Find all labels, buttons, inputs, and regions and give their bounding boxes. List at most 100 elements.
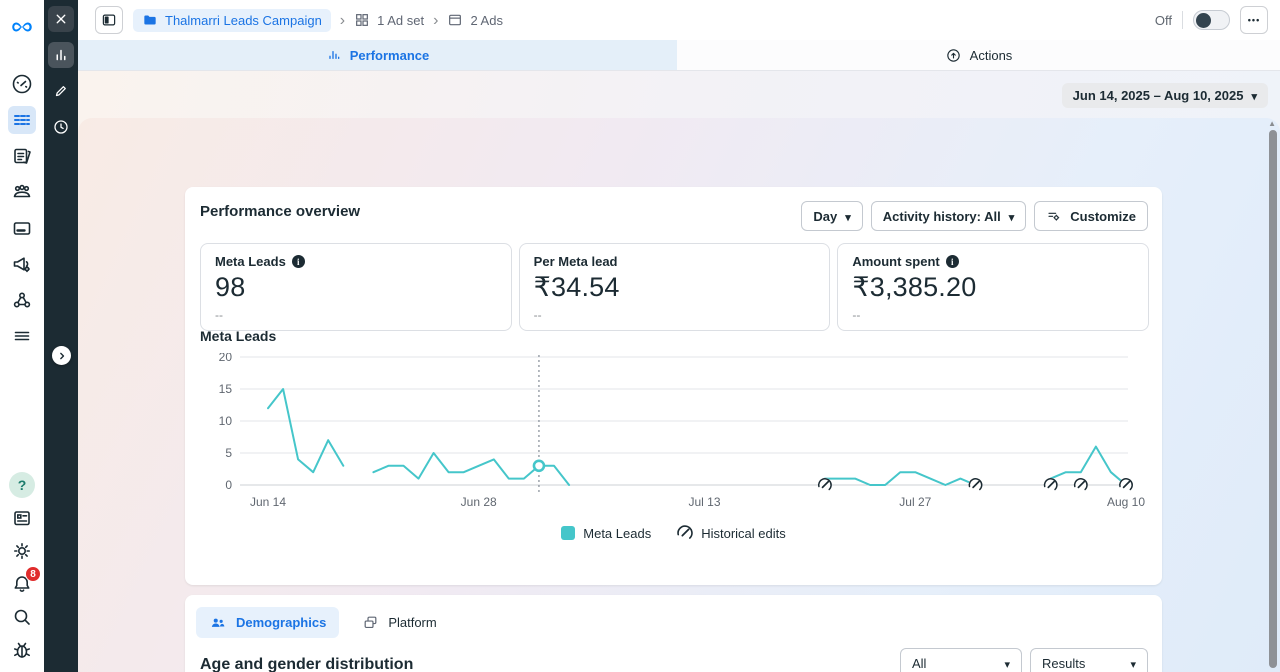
card-title: Performance overview: [200, 203, 360, 220]
settings-gear-icon[interactable]: [8, 537, 36, 565]
action-arrow-icon: [945, 47, 962, 64]
close-icon[interactable]: [48, 6, 74, 32]
info-icon[interactable]: [292, 255, 305, 268]
nav-overview-icon[interactable]: [8, 70, 36, 98]
svg-text:Aug 10: Aug 10: [1107, 495, 1145, 509]
legend-meta-leads: Meta Leads: [561, 526, 651, 541]
nav-more-menu-icon[interactable]: [8, 322, 36, 350]
nav-billing-icon[interactable]: [8, 214, 36, 242]
more-options-icon[interactable]: [1240, 6, 1268, 34]
divider: [1182, 11, 1183, 29]
metric-cards: Meta Leads 98 -- Per Meta lead ₹34.54 --…: [200, 243, 1149, 331]
chevron-right-icon: [433, 12, 438, 29]
chevron-right-icon: [340, 12, 345, 29]
meta-logo-icon[interactable]: [7, 12, 37, 42]
historical-edit-marker: [818, 478, 832, 492]
performance-overview-card: Performance overview Day Activity histor…: [185, 187, 1162, 585]
tool-sidebar: [44, 0, 78, 672]
adset-grid-icon: [354, 12, 370, 28]
folder-icon: [142, 12, 158, 28]
breadcrumb-campaign[interactable]: Thalmarri Leads Campaign: [133, 9, 331, 32]
search-icon[interactable]: [8, 603, 36, 631]
customize-sliders-icon: [1046, 208, 1062, 224]
help-icon[interactable]: ?: [8, 471, 36, 499]
customize-button[interactable]: Customize: [1034, 201, 1148, 231]
breakdown-filter-dropdown[interactable]: All: [900, 648, 1022, 672]
history-clock-icon[interactable]: [48, 114, 74, 140]
meta-leads-line-chart[interactable]: 0 5 10 15 20 Jun 14 Jun 28 Jul 13 Jul 27 Aug 10: [185, 353, 1145, 519]
bar-chart-icon: [326, 47, 342, 63]
breadcrumb-ads[interactable]: 2 Ads: [447, 12, 503, 28]
chevron-down-icon: [1130, 656, 1136, 671]
historical-edit-marker: [1044, 478, 1058, 492]
legend-historical-edits: Historical edits: [677, 525, 786, 541]
scroll-up-arrow-icon[interactable]: [1268, 119, 1276, 128]
date-range-picker[interactable]: Jun 14, 2025 – Aug 10, 2025: [1062, 83, 1268, 108]
campaign-active-toggle[interactable]: [1193, 10, 1230, 30]
chevron-down-icon: [845, 209, 851, 224]
svg-text:20: 20: [219, 353, 233, 364]
chevron-down-icon: [1251, 88, 1257, 103]
metric-value: ₹34.54: [534, 272, 816, 303]
metric-sub: --: [215, 308, 497, 322]
metric-filter-dropdown[interactable]: Results: [1030, 648, 1148, 672]
collapse-sidebar-icon[interactable]: [95, 6, 123, 34]
tab-performance[interactable]: Performance: [78, 40, 677, 70]
metric-sub: --: [852, 308, 1134, 322]
svg-text:Jun 28: Jun 28: [461, 495, 497, 509]
notification-count-badge: 8: [25, 566, 41, 582]
svg-text:10: 10: [219, 414, 233, 428]
svg-text:15: 15: [219, 382, 233, 396]
app-sidebar: ? 8: [0, 0, 44, 672]
metric-meta-leads[interactable]: Meta Leads 98 --: [200, 243, 512, 331]
nav-campaigns-icon[interactable]: [8, 106, 36, 134]
info-icon[interactable]: [946, 255, 959, 268]
svg-text:5: 5: [225, 446, 232, 460]
breadcrumb-adset[interactable]: 1 Ad set: [354, 12, 424, 28]
updates-icon[interactable]: [8, 504, 36, 532]
chart-title: Meta Leads: [200, 328, 276, 344]
teal-swatch-icon: [561, 526, 575, 540]
period-dropdown[interactable]: Day: [801, 201, 862, 231]
date-range-label: Jun 14, 2025 – Aug 10, 2025: [1073, 88, 1244, 103]
nav-ads-icon[interactable]: [8, 250, 36, 278]
svg-text:0: 0: [225, 478, 232, 492]
metric-value: ₹3,385.20: [852, 272, 1134, 303]
metric-amount-spent[interactable]: Amount spent ₹3,385.20 --: [837, 243, 1149, 331]
nav-audiences-icon[interactable]: [8, 178, 36, 206]
breadcrumb: Thalmarri Leads Campaign 1 Ad set 2 Ads: [133, 0, 503, 40]
notifications-bell-icon[interactable]: 8: [8, 570, 36, 598]
historical-edit-marker: [1119, 478, 1133, 492]
historical-edit-icon: [677, 525, 693, 541]
tab-demographics[interactable]: Demographics: [196, 607, 339, 638]
metric-per-meta-lead[interactable]: Per Meta lead ₹34.54 --: [519, 243, 831, 331]
breadcrumb-ads-label: 2 Ads: [470, 13, 503, 28]
historical-edit-marker: [1074, 478, 1088, 492]
tab-actions[interactable]: Actions: [677, 40, 1280, 70]
svg-text:Jul 27: Jul 27: [899, 495, 931, 509]
platform-layers-icon: [362, 614, 379, 631]
svg-text:Jun 14: Jun 14: [250, 495, 286, 509]
edit-pencil-icon[interactable]: [48, 78, 74, 104]
chart-legend: Meta Leads Historical edits: [185, 525, 1162, 541]
tab-platform[interactable]: Platform: [349, 607, 449, 638]
view-tabs: Performance Actions: [78, 40, 1280, 71]
breadcrumb-adset-label: 1 Ad set: [377, 13, 424, 28]
vertical-scrollbar[interactable]: [1269, 130, 1277, 668]
report-panel: Performance overview Day Activity histor…: [78, 118, 1280, 672]
charts-tool-icon[interactable]: [48, 42, 74, 68]
chevron-down-icon: [1009, 209, 1015, 224]
top-bar: Thalmarri Leads Campaign 1 Ad set 2 Ads …: [78, 0, 1280, 40]
metric-value: 98: [215, 272, 497, 303]
main-content: Jun 14, 2025 – Aug 10, 2025 Performance …: [78, 71, 1280, 672]
activity-history-dropdown[interactable]: Activity history: All: [871, 201, 1027, 231]
people-icon: [209, 614, 227, 632]
nav-pages-icon[interactable]: [8, 142, 36, 170]
historical-edit-marker: [969, 478, 983, 492]
expand-panel-chevron-icon[interactable]: [52, 346, 71, 365]
breakdown-tabs: Demographics Platform: [196, 607, 450, 638]
report-bug-icon[interactable]: [8, 636, 36, 664]
ad-frame-icon: [447, 12, 463, 28]
svg-text:Jul 13: Jul 13: [688, 495, 720, 509]
nav-assets-icon[interactable]: [8, 286, 36, 314]
